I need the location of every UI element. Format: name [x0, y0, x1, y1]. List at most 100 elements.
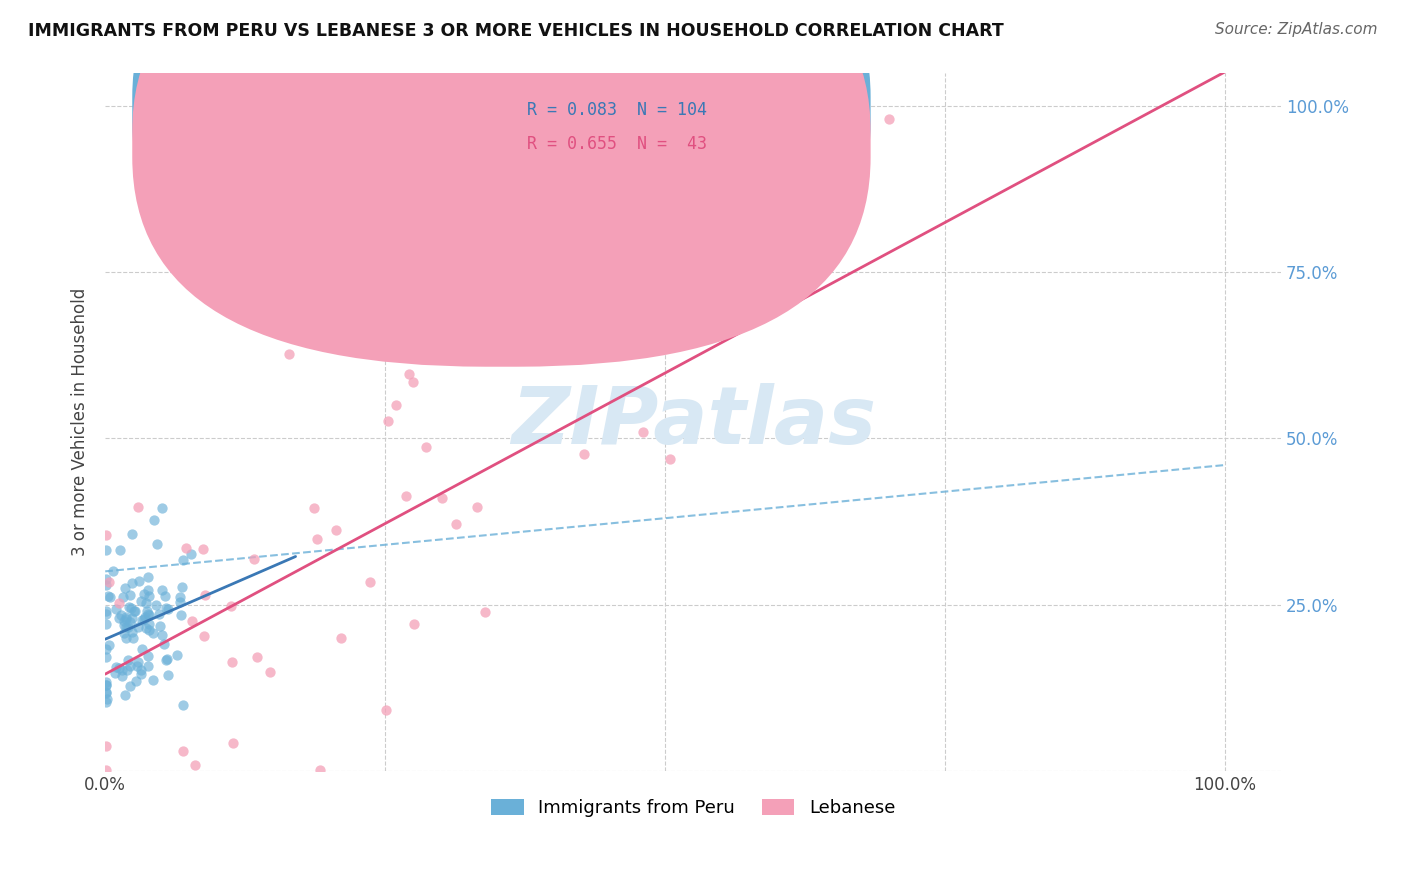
Point: [120, 588, 142, 602]
Point: [446, 516, 468, 531]
Point: [112, 591, 135, 605]
Point: [108, 543, 131, 558]
Point: [172, 744, 194, 758]
Point: [120, 679, 142, 693]
Point: [155, 653, 177, 667]
Point: [221, 655, 243, 669]
Point: [136, 658, 159, 673]
Point: [169, 595, 191, 609]
Point: [385, 398, 408, 412]
Point: [96, 527, 118, 541]
Point: [131, 666, 153, 681]
Y-axis label: 3 or more Vehicles in Household: 3 or more Vehicles in Household: [72, 288, 89, 556]
Point: [136, 570, 159, 584]
Point: [129, 593, 152, 607]
Point: [170, 580, 193, 594]
Point: [105, 601, 128, 615]
Point: [107, 610, 129, 624]
Point: [112, 614, 135, 628]
Point: [305, 533, 328, 547]
Point: [114, 620, 136, 634]
Point: [404, 616, 426, 631]
Point: [122, 604, 145, 618]
Point: [172, 552, 194, 566]
Point: [112, 618, 135, 632]
Point: [96, 617, 118, 632]
Point: [112, 625, 135, 640]
Point: [117, 620, 139, 634]
Point: [181, 614, 204, 628]
Point: [148, 607, 170, 621]
Point: [329, 631, 352, 645]
Legend: Immigrants from Peru, Lebanese: Immigrants from Peru, Lebanese: [484, 792, 903, 824]
Text: R = 0.655  N =  43: R = 0.655 N = 43: [527, 136, 707, 153]
Point: [153, 637, 176, 651]
Point: [156, 668, 179, 682]
Text: ZIPatlas: ZIPatlas: [510, 383, 876, 461]
Point: [97, 590, 120, 604]
Point: [129, 663, 152, 677]
Point: [474, 605, 496, 619]
Point: [194, 588, 217, 602]
Point: [96, 578, 118, 592]
Point: [114, 631, 136, 645]
Point: [96, 675, 118, 690]
Point: [118, 615, 141, 630]
Point: [169, 591, 191, 605]
Point: [127, 620, 149, 634]
Point: [96, 607, 118, 622]
Point: [117, 653, 139, 667]
Point: [259, 665, 281, 679]
Point: [138, 623, 160, 637]
Point: [155, 600, 177, 615]
Point: [108, 661, 131, 675]
Point: [110, 608, 132, 623]
Point: [134, 610, 156, 624]
Point: [146, 537, 169, 551]
Point: [277, 347, 299, 361]
Point: [111, 669, 134, 683]
Point: [395, 489, 418, 503]
Point: [132, 586, 155, 600]
Point: [96, 678, 118, 692]
Point: [467, 500, 489, 515]
Point: [114, 609, 136, 624]
Point: [104, 665, 127, 680]
Point: [96, 678, 118, 692]
Point: [325, 524, 347, 538]
Point: [143, 513, 166, 527]
Point: [131, 642, 153, 657]
Point: [98, 639, 121, 653]
Point: [136, 607, 159, 621]
Point: [118, 599, 141, 614]
Point: [121, 632, 143, 646]
Point: [96, 572, 118, 586]
Point: [127, 500, 149, 515]
Point: [131, 613, 153, 627]
Point: [302, 500, 325, 515]
Point: [121, 576, 143, 591]
Point: [96, 685, 118, 699]
Point: [142, 673, 165, 687]
Point: [135, 622, 157, 636]
Point: [402, 375, 425, 389]
Point: [138, 589, 160, 603]
Point: [96, 641, 118, 656]
Point: [180, 548, 202, 562]
Point: [142, 626, 165, 640]
Point: [105, 660, 128, 674]
Point: [121, 624, 143, 639]
Point: [114, 581, 136, 595]
Point: [170, 607, 193, 622]
Point: [96, 604, 118, 618]
Point: [96, 686, 118, 700]
Point: [246, 649, 269, 664]
Text: IMMIGRANTS FROM PERU VS LEBANESE 3 OR MORE VEHICLES IN HOUSEHOLD CORRELATION CHA: IMMIGRANTS FROM PERU VS LEBANESE 3 OR MO…: [28, 22, 1004, 40]
Point: [138, 616, 160, 631]
Point: [150, 582, 173, 597]
Point: [121, 610, 143, 624]
Point: [136, 604, 159, 618]
Point: [572, 447, 595, 461]
Point: [150, 628, 173, 642]
Point: [222, 736, 245, 750]
